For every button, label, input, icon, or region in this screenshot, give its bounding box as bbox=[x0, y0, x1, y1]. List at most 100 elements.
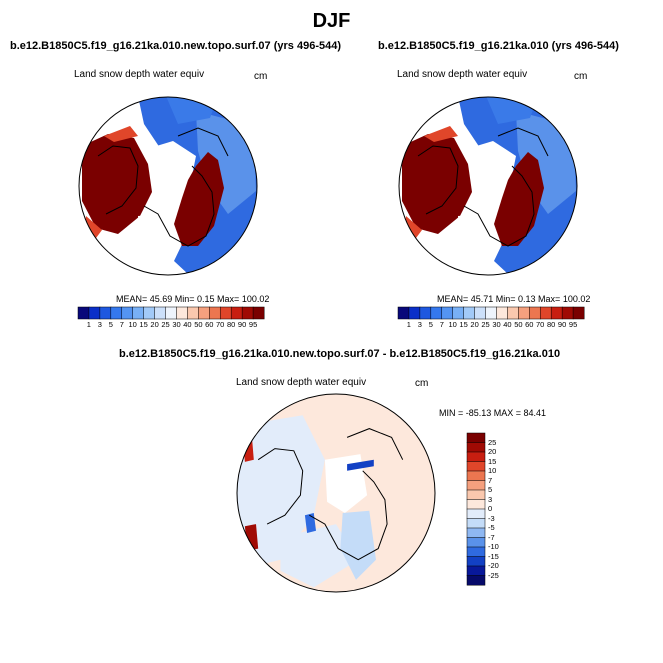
colorbar-swatch bbox=[132, 306, 145, 320]
colorbar-tick-label: -7 bbox=[488, 532, 495, 542]
colorbar-swatch bbox=[88, 306, 101, 320]
ice-margin-red bbox=[104, 126, 138, 142]
colorbar-tick-label: 40 bbox=[503, 320, 512, 329]
colorbar-tick-label: 5 bbox=[488, 485, 493, 494]
panel2-polar-map bbox=[398, 96, 578, 276]
colorbar-swatch bbox=[561, 306, 574, 320]
ice-margin-red bbox=[424, 126, 458, 142]
colorbar-swatch bbox=[466, 565, 486, 576]
colorbar-tick-label: 3 bbox=[97, 320, 102, 329]
panel2-variable-label: Land snow depth water equiv bbox=[397, 69, 528, 80]
panel1-case-title: b.e12.B1850C5.f19_g16.21ka.010.new.topo.… bbox=[10, 40, 341, 52]
panel2-case-title: b.e12.B1850C5.f19_g16.21ka.010 (yrs 496-… bbox=[378, 40, 619, 52]
ocean-region-south bbox=[138, 214, 178, 256]
coastline-2 bbox=[143, 165, 215, 247]
colorbar-tick-label: 25 bbox=[161, 320, 170, 329]
colorbar-tick-label: 70 bbox=[536, 320, 545, 329]
coastline-3 bbox=[346, 428, 404, 460]
difference-stats: MIN = -85.13 MAX = 84.41 bbox=[439, 408, 547, 418]
colorbar-tick-label: 7 bbox=[488, 475, 493, 485]
panel1-stats: MEAN= 45.69 Min= 0.15 Max= 100.02 bbox=[116, 294, 270, 304]
negative-diff-patch-1 bbox=[347, 459, 374, 471]
map-boundary bbox=[398, 96, 578, 276]
difference-units: cm bbox=[415, 378, 429, 389]
colorbar-swatch bbox=[198, 306, 210, 320]
colorbar-tick-label: 95 bbox=[248, 320, 258, 329]
panel1-polar-map bbox=[78, 96, 258, 276]
panel1-units: cm bbox=[254, 71, 268, 82]
colorbar-swatch bbox=[466, 461, 486, 472]
colorbar-swatch bbox=[474, 306, 486, 320]
panel2-colorbar-ticks: 1 3 5 7 10 15 20 25 30 40 50 60 70 80 90 95 bbox=[398, 320, 584, 332]
colorbar-tick-label: 30 bbox=[492, 320, 501, 329]
colorbar-tick-label: -15 bbox=[488, 551, 499, 561]
colorbar-swatch bbox=[209, 306, 221, 320]
arctic-ocean-region bbox=[140, 141, 196, 198]
colorbar-swatch bbox=[77, 306, 90, 320]
colorbar-swatch bbox=[241, 306, 254, 320]
colorbar-tick-label: 20 bbox=[488, 447, 497, 456]
coastline-2 bbox=[309, 470, 388, 561]
colorbar-swatch bbox=[466, 489, 486, 500]
colorbar-swatch bbox=[485, 306, 497, 320]
negative-diff-region-europe bbox=[340, 510, 376, 580]
colorbar-swatch bbox=[539, 306, 552, 320]
colorbar-tick-label: 80 bbox=[227, 320, 236, 329]
colorbar-tick-label: -25 bbox=[488, 570, 499, 580]
colorbar-swatch bbox=[466, 442, 486, 453]
colorbar-tick-label: 10 bbox=[488, 466, 497, 475]
negative-diff-region-south bbox=[280, 524, 359, 588]
colorbar-swatch bbox=[154, 306, 166, 320]
colorbar-swatch bbox=[466, 556, 486, 567]
colorbar-swatch bbox=[252, 306, 265, 320]
colorbar-tick-label: 15 bbox=[488, 456, 497, 466]
colorbar-swatch bbox=[99, 306, 112, 320]
colorbar-tick-label: 80 bbox=[547, 320, 556, 329]
negative-diff-region-west bbox=[237, 415, 325, 571]
colorbar-swatch bbox=[463, 306, 476, 320]
colorbar-swatch bbox=[466, 451, 486, 462]
colorbar-tick-label: 95 bbox=[568, 320, 578, 329]
coastline-1 bbox=[97, 145, 139, 215]
colorbar-swatch bbox=[466, 499, 486, 510]
difference-polar-map bbox=[236, 393, 436, 593]
ice-margin-red-sw bbox=[404, 216, 422, 238]
coastline-1 bbox=[257, 448, 304, 525]
panel2-colorbar bbox=[397, 306, 585, 320]
colorbar-tick-label: 10 bbox=[448, 320, 457, 329]
colorbar-swatch bbox=[466, 527, 486, 538]
figure-title: DJF bbox=[312, 10, 351, 32]
colorbar-tick-label: 1 bbox=[86, 320, 91, 329]
coastline-3 bbox=[497, 127, 549, 157]
colorbar-swatch bbox=[466, 508, 486, 519]
colorbar-tick-label: -3 bbox=[488, 513, 495, 523]
colorbar-tick-label: 25 bbox=[488, 437, 497, 447]
colorbar-swatch bbox=[187, 306, 199, 320]
map-boundary bbox=[236, 393, 436, 593]
colorbar-tick-label: 25 bbox=[481, 320, 490, 329]
colorbar-tick-label: 50 bbox=[514, 320, 523, 329]
fennoscandian-ice-sheet bbox=[174, 152, 224, 246]
panel1-colorbar-ticks: 1 3 5 7 10 15 20 25 30 40 50 60 70 80 90 95 bbox=[78, 320, 264, 332]
colorbar-swatch bbox=[466, 575, 486, 586]
colorbar-tick-label: 7 bbox=[119, 320, 124, 329]
colorbar-swatch bbox=[165, 306, 177, 320]
colorbar-swatch bbox=[441, 306, 454, 320]
panel1-colorbar bbox=[77, 306, 265, 320]
colorbar-swatch bbox=[466, 546, 486, 557]
arctic-ocean-region bbox=[460, 141, 516, 198]
colorbar-swatch bbox=[466, 537, 486, 548]
colorbar-swatch bbox=[466, 432, 486, 443]
colorbar-swatch bbox=[397, 306, 410, 320]
colorbar-tick-label: 7 bbox=[439, 320, 444, 329]
map-boundary bbox=[78, 96, 258, 276]
panel1-variable-label: Land snow depth water equiv bbox=[74, 69, 205, 80]
colorbar-swatch bbox=[408, 306, 421, 320]
colorbar-swatch bbox=[550, 306, 563, 320]
colorbar-tick-label: 60 bbox=[205, 320, 214, 329]
coastline-3 bbox=[177, 127, 229, 157]
ocean-region-south bbox=[458, 214, 498, 256]
colorbar-swatch bbox=[419, 306, 432, 320]
colorbar-tick-label: 5 bbox=[108, 320, 113, 329]
fennoscandian-ice-sheet bbox=[494, 152, 544, 246]
